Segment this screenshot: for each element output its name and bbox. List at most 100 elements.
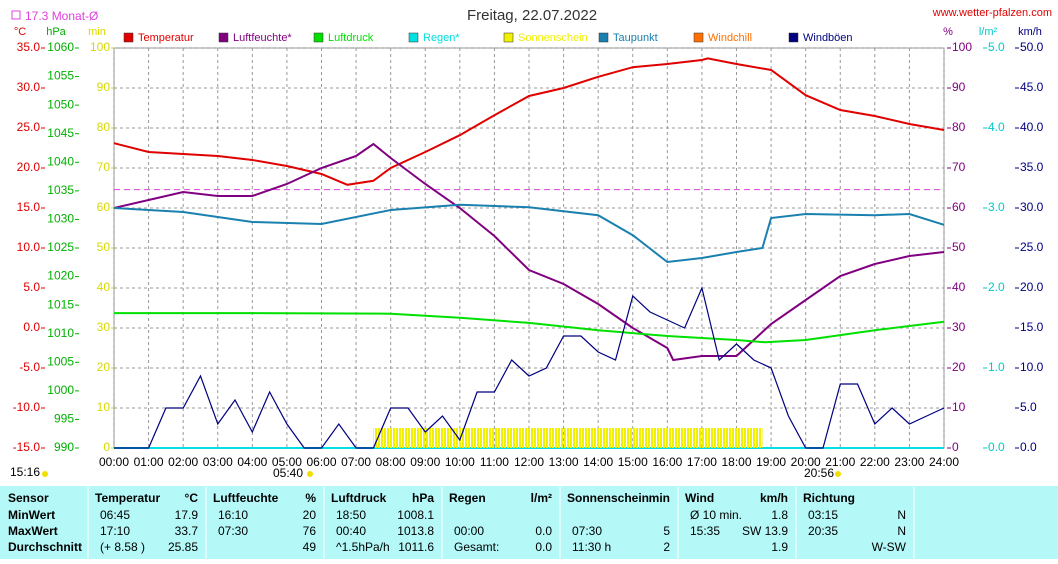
cell-time: 11:30 h: [572, 540, 611, 554]
y-tick-label: 15.0: [17, 200, 41, 214]
y-tick-label: 50.0: [1020, 40, 1044, 54]
y-tick-label: 1005: [47, 354, 74, 368]
legend-swatch: [218, 32, 229, 43]
table-header: Luftfeuchte: [213, 491, 279, 505]
cell-value: 2: [663, 540, 670, 554]
y-tick-label: 1055: [47, 69, 74, 83]
table-header: Sensor: [8, 491, 49, 505]
y-tick-label: 45.0: [1020, 80, 1044, 94]
y-tick-label: 5.0: [1020, 400, 1037, 414]
y-tick-label: 60: [97, 200, 111, 214]
legend-label: Regen*: [423, 32, 460, 44]
y-tick-label: 20: [952, 360, 966, 374]
legend-label: Temperatur: [138, 32, 194, 44]
cell-time: ^1.5hPa/h: [336, 540, 390, 554]
y-tick-label: 1015: [47, 297, 74, 311]
y-tick-label: 35.0: [17, 40, 41, 54]
avg-icon: [11, 10, 21, 20]
axis-unit: %: [943, 26, 953, 38]
y-tick-label: 30.0: [1020, 200, 1044, 214]
legend-label: Windchill: [708, 32, 752, 44]
y-tick-label: -15.0: [13, 440, 41, 454]
legend-swatch: [788, 32, 799, 43]
y-tick-label: 2.0: [988, 280, 1005, 294]
cell-time: 06:45: [100, 508, 130, 522]
series-line: [114, 312, 945, 344]
legend-swatch: [693, 32, 704, 43]
cell-value: W-SW: [872, 540, 907, 554]
table-header: Wind: [685, 491, 714, 505]
legend-swatch: [408, 32, 419, 43]
cell-value: 33.7: [175, 524, 199, 538]
legend-swatch: [313, 32, 324, 43]
y-tick-label: 40: [97, 280, 111, 294]
y-tick-label: 990: [54, 440, 74, 454]
y-tick-label: 0.0: [1020, 440, 1037, 454]
y-tick-label: -10.0: [13, 400, 41, 414]
table-unit: km/h: [760, 491, 788, 505]
x-tick-label: 11:00: [480, 455, 509, 469]
axis-unit: km/h: [1018, 26, 1042, 38]
x-tick-label: 24:00: [929, 455, 959, 469]
row-label: MaxWert: [8, 524, 58, 538]
y-tick-label: 1050: [47, 97, 74, 111]
cell-time: 15:35: [690, 524, 720, 538]
y-tick-label: 30: [952, 320, 966, 334]
cell-value: 1013.8: [397, 524, 434, 538]
cell-value: 76: [303, 524, 317, 538]
cell-value: 49: [303, 540, 317, 554]
avg-label: 17.3 Monat-Ø: [25, 9, 98, 23]
y-tick-label: 3.0: [988, 200, 1005, 214]
chart-title: Freitag, 22.07.2022: [467, 7, 597, 24]
y-tick-label: 20.0: [17, 160, 41, 174]
y-tick-label: 10: [97, 400, 111, 414]
y-tick-label: 20.0: [1020, 280, 1044, 294]
x-tick-label: 10:00: [445, 455, 475, 469]
table-header: Richtung: [803, 491, 855, 505]
y-tick-label: 90: [952, 80, 966, 94]
axis-unit: min: [88, 26, 106, 38]
cell-time: 16:10: [218, 508, 248, 522]
table-unit: hPa: [412, 491, 434, 505]
x-tick-label: 04:00: [237, 455, 267, 469]
x-tick-label: 17:00: [687, 455, 717, 469]
x-tick-label: 07:00: [341, 455, 371, 469]
table-header: Regen: [449, 491, 486, 505]
legend-swatch: [123, 32, 134, 43]
y-tick-label: 50: [97, 240, 111, 254]
y-tick-label: 5.0: [988, 40, 1005, 54]
y-tick-label: 1000: [47, 383, 74, 397]
y-tick-label: 15.0: [1020, 320, 1044, 334]
y-tick-label: 1060: [47, 40, 74, 54]
row-label: Durchschnitt: [8, 540, 82, 554]
x-tick-label: 02:00: [168, 455, 198, 469]
cell-value: 1.9: [771, 540, 788, 554]
cell-time: 00:00: [454, 524, 484, 538]
y-tick-label: 20: [97, 360, 111, 374]
cell-time: (+ 8.58 ): [100, 540, 145, 554]
y-tick-label: 995: [54, 412, 74, 426]
legend-label: Luftfeuchte*: [233, 32, 292, 44]
axis-unit: °C: [14, 26, 26, 38]
y-tick-label: -5.0: [19, 360, 40, 374]
x-tick-label: 13:00: [549, 455, 579, 469]
y-tick-label: 25.0: [17, 120, 41, 134]
x-tick-label: 12:00: [514, 455, 544, 469]
cell-value: 25.85: [168, 540, 198, 554]
cell-value: SW 13.9: [742, 524, 788, 538]
row-label: MinWert: [8, 508, 55, 522]
table-background: [0, 486, 1058, 559]
y-tick-label: 40: [952, 280, 966, 294]
table-header: Sonnenschein: [567, 491, 649, 505]
series-line: [113, 57, 945, 186]
sun-icon: [307, 471, 313, 477]
axis-unit: hPa: [46, 26, 66, 38]
y-tick-label: 0.0: [988, 440, 1005, 454]
time: 15:16: [10, 465, 40, 479]
cell-value: 0.0: [535, 540, 552, 554]
y-tick-label: 0.0: [23, 320, 40, 334]
y-tick-label: 4.0: [988, 120, 1005, 134]
y-tick-label: 50: [952, 240, 966, 254]
table-unit: min: [649, 491, 670, 505]
y-tick-label: 0: [103, 440, 110, 454]
